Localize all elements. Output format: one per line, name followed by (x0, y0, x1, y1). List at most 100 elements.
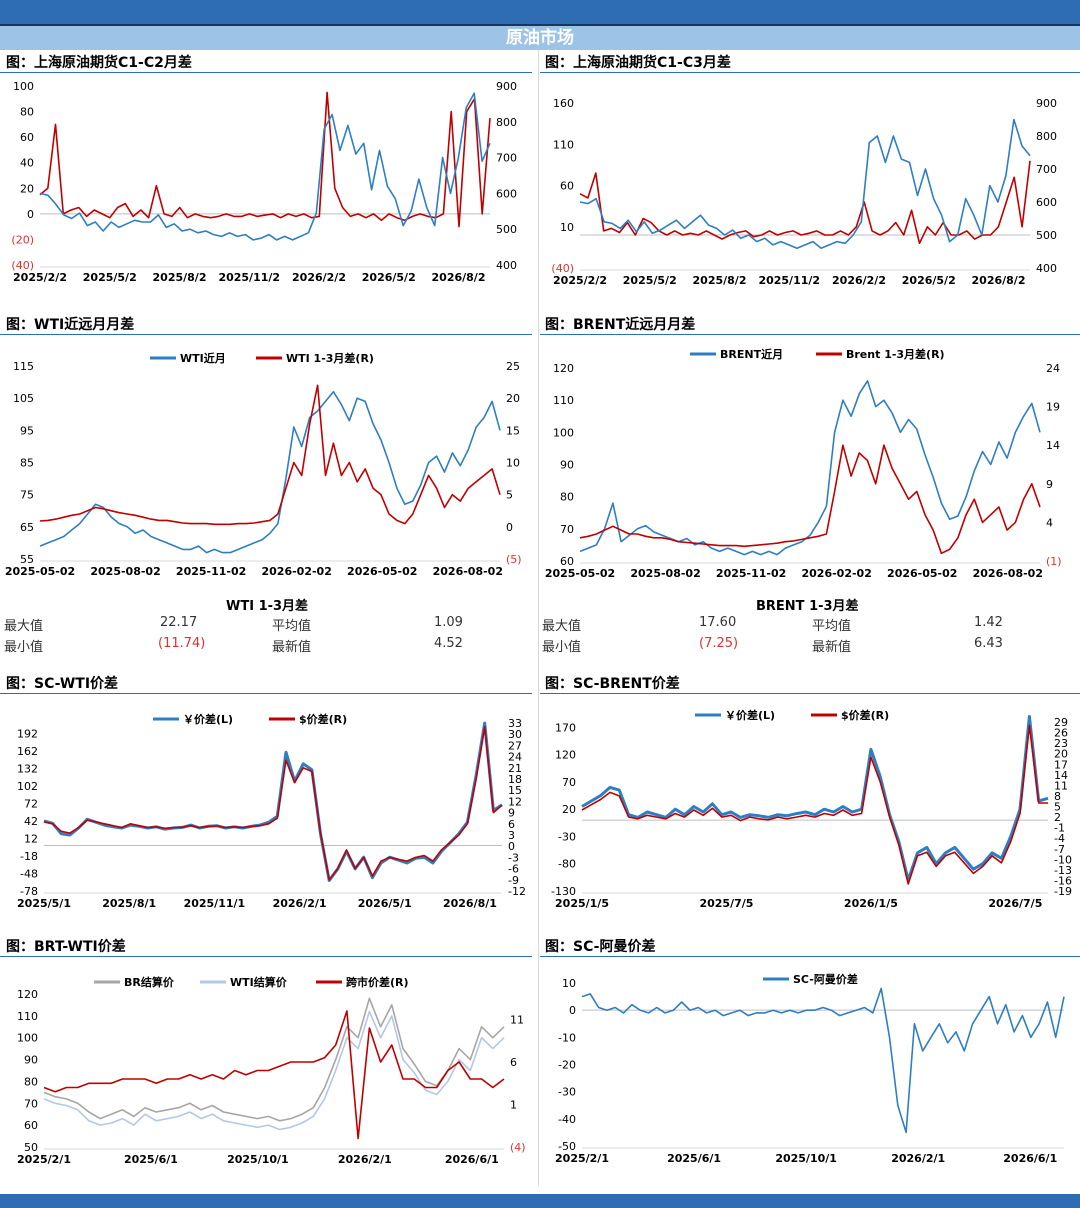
panel-title-p1: 图：上海原油期货C1-C2月差 (6, 55, 192, 71)
x-tick-label: 2025-11-02 (176, 565, 246, 578)
y-tick-label: 0 (569, 1004, 576, 1017)
y-tick-label: 60 (560, 555, 574, 568)
x-tick-label: 2025/11/1 (184, 897, 246, 910)
y-tick-label: 110 (553, 394, 574, 407)
panel-rule (540, 693, 1080, 694)
stats-max-value: 22.17 (160, 615, 198, 630)
y-tick-label: 162 (17, 745, 38, 758)
y-tick-label: 105 (13, 392, 34, 405)
y2-tick-label: 17 (1054, 758, 1068, 771)
x-tick-label: 2025/2/1 (17, 1153, 71, 1166)
y2-tick-label: 30 (508, 728, 522, 741)
y-tick-label: 192 (17, 728, 38, 741)
y-tick-label: 85 (20, 457, 34, 470)
y-tick-label: -40 (558, 1113, 576, 1126)
stats-latest-label: 最新值 (272, 640, 312, 655)
stats-brent: BRENT 1-3月差 最大值 17.60 平均值 1.42 最小值 (7.25… (540, 593, 1080, 655)
series-line (43, 1010, 505, 1140)
y2-tick-label: 20 (1054, 748, 1068, 761)
y-tick-label: 120 (553, 362, 574, 375)
x-tick-label: 2026/1/5 (844, 897, 898, 910)
y-tick-label: 72 (24, 798, 38, 811)
y2-tick-label: 18 (508, 773, 522, 786)
y2-tick-label: 2 (1054, 811, 1061, 824)
x-tick-label: 2025-11-02 (716, 567, 786, 580)
y2-tick-label: 4 (1046, 516, 1053, 529)
panel-title-p2: 图：上海原油期货C1-C3月差 (545, 55, 731, 71)
y-tick-label: 115 (13, 360, 34, 373)
section-banner: 原油市场 (0, 26, 1080, 50)
y2-tick-label: 1 (510, 1099, 517, 1112)
y-tick-label: 170 (555, 721, 576, 734)
y2-tick-label: -4 (1054, 832, 1065, 845)
legend-label: $价差(R) (841, 708, 889, 722)
series-line (39, 384, 501, 526)
x-tick-label: 2026/8/2 (432, 271, 486, 284)
y2-tick-label: 700 (1036, 163, 1057, 176)
panel-rule (540, 334, 1080, 335)
y-tick-label: 95 (20, 424, 34, 437)
stats-max-label: 最大值 (542, 619, 582, 634)
series-line (39, 390, 501, 554)
y-tick-label: -18 (20, 850, 38, 863)
y2-tick-label: 5 (506, 489, 513, 502)
y-tick-label: 70 (562, 776, 576, 789)
y2-tick-label: 10 (506, 457, 520, 470)
panel-title-p7: 图：BRT-WTI价差 (6, 939, 126, 955)
stats-heading: WTI 1-3月差 (226, 599, 309, 614)
stats-min-label: 最小值 (542, 640, 582, 655)
x-tick-label: 2026/2/1 (273, 897, 327, 910)
panel-title-p3: 图：WTI近远月月差 (6, 317, 135, 333)
legend-label: ￥价差(L) (725, 708, 775, 722)
y2-tick-label: 900 (496, 80, 517, 93)
stats-min-label: 最小值 (4, 640, 44, 655)
y-tick-label: 90 (24, 1054, 38, 1067)
y2-tick-label: 3 (508, 829, 515, 842)
x-tick-label: 2025/10/1 (227, 1153, 289, 1166)
y2-tick-label: -12 (508, 885, 526, 898)
y-tick-label: 160 (553, 97, 574, 110)
y2-tick-label: 25 (506, 360, 520, 373)
legend-label: WTI结算价 (230, 975, 288, 989)
x-tick-label: 2026/5/2 (902, 274, 956, 287)
y2-tick-label: 0 (508, 840, 515, 853)
y2-tick-label: 26 (1054, 727, 1068, 740)
stats-avg-value: 1.42 (974, 615, 1003, 630)
x-tick-label: 2025/5/2 (83, 271, 137, 284)
y2-tick-label: 800 (496, 116, 517, 129)
y-tick-label: 60 (24, 1119, 38, 1132)
y-tick-label: 20 (20, 182, 34, 195)
stats-wti: WTI 1-3月差 最大值 22.17 平均值 1.09 最小值 (11.74)… (0, 593, 532, 655)
y-tick-label: 102 (17, 780, 38, 793)
legend-label: Brent 1-3月差(R) (846, 347, 945, 361)
y2-tick-label: -6 (508, 863, 519, 876)
y2-tick-label: -7 (1054, 843, 1065, 856)
y2-tick-label: 27 (508, 739, 522, 752)
stats-avg-label: 平均值 (272, 619, 312, 634)
y2-tick-label: 700 (496, 152, 517, 165)
y2-tick-label: 33 (508, 717, 522, 730)
y-tick-label: -78 (20, 885, 38, 898)
panel-rule (0, 334, 532, 335)
y-tick-label: -48 (20, 868, 38, 881)
y2-tick-label: 8 (1054, 790, 1061, 803)
stats-avg-value: 1.09 (434, 615, 463, 630)
x-tick-label: 2025-05-02 (545, 567, 615, 580)
series-line (579, 118, 1031, 249)
panel-rule (540, 72, 1080, 73)
x-tick-label: 2026-08-02 (433, 565, 503, 578)
series-line (39, 92, 491, 241)
y-tick-label: 80 (24, 1075, 38, 1088)
y-tick-label: 90 (560, 459, 574, 472)
stats-heading: BRENT 1-3月差 (756, 599, 859, 614)
y-tick-label: 60 (560, 180, 574, 193)
y2-tick-label: (1) (1046, 555, 1062, 568)
legend-label: 跨市价差(R) (346, 975, 409, 989)
y-tick-label: 75 (20, 489, 34, 502)
series-line (581, 987, 1065, 1134)
legend-label: WTI 1-3月差(R) (286, 351, 374, 365)
y2-tick-label: 600 (1036, 196, 1057, 209)
